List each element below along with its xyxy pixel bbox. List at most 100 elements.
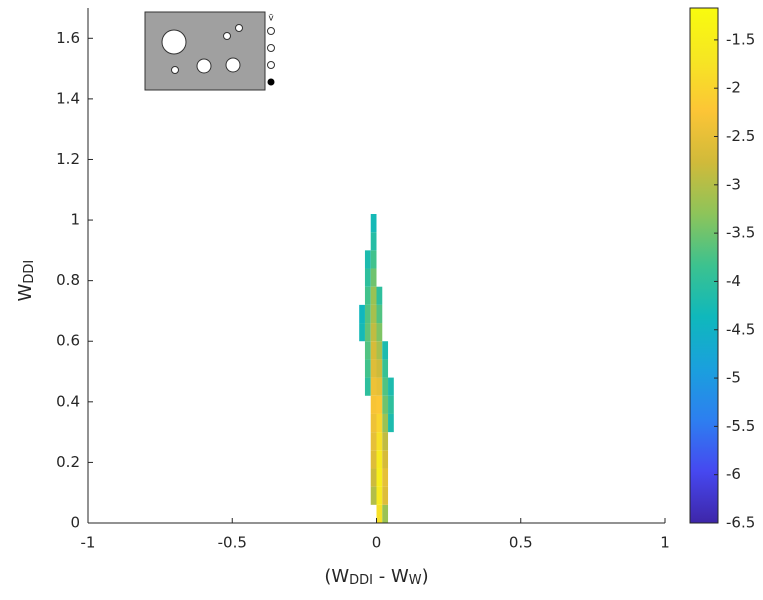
- heat-cell: [376, 413, 383, 433]
- heat-cell: [370, 395, 377, 414]
- heat-cell: [359, 323, 365, 342]
- heat-cell: [370, 250, 377, 269]
- inset-circle: [235, 24, 243, 32]
- heat-cell: [388, 395, 394, 414]
- heat-cell: [370, 413, 377, 433]
- heat-cell: [382, 450, 389, 469]
- heat-cell: [388, 413, 394, 433]
- heat-cell: [370, 232, 377, 251]
- colorbar-tick-label: -4.5: [726, 320, 755, 338]
- heat-cell: [370, 432, 377, 451]
- x-axis-label-part: ): [422, 566, 429, 587]
- x-tick-label: -0.5: [218, 534, 247, 552]
- legend-circle: [267, 78, 275, 86]
- inset-circle: [196, 58, 212, 74]
- colorbar-tick-label: -5.5: [726, 417, 755, 435]
- x-axis-label-part: (W: [324, 566, 349, 587]
- x-axis-label-sub: W: [409, 573, 422, 588]
- heat-cell: [364, 250, 371, 269]
- heat-cell: [370, 268, 377, 287]
- x-tick-label: 0: [372, 534, 382, 552]
- colorbar-tick-label: -2.5: [726, 127, 755, 145]
- heat-cell: [364, 341, 371, 360]
- y-tick-label: 0.4: [56, 392, 80, 410]
- y-tick-label: 1: [70, 211, 80, 229]
- heat-cell: [370, 323, 377, 342]
- heat-cell: [376, 359, 383, 378]
- heat-cell: [364, 377, 371, 396]
- heat-cell: [364, 323, 371, 342]
- y-axis-label-sub: DDI: [22, 260, 37, 284]
- heat-cell: [370, 486, 377, 505]
- colorbar-tick-label: -6.5: [726, 514, 755, 532]
- heat-cell: [370, 286, 377, 305]
- inset-circle: [161, 29, 187, 55]
- inset-panel: [144, 11, 266, 91]
- heat-cell: [382, 486, 389, 505]
- y-tick-label: 0.6: [56, 332, 80, 350]
- heat-cell: [364, 304, 371, 324]
- heat-cell: [370, 214, 377, 233]
- heat-cell: [376, 377, 383, 396]
- x-axis-label: (WDDI - WW): [324, 566, 428, 588]
- inset-label: v̄: [268, 14, 274, 24]
- y-tick-label: 0.8: [56, 271, 80, 289]
- colorbar-tick-label: -1.5: [726, 30, 755, 48]
- heat-cell: [382, 395, 389, 414]
- y-tick-label: 0: [70, 514, 80, 532]
- heat-cell: [376, 468, 383, 487]
- heat-cell: [376, 486, 383, 505]
- heat-cell: [376, 504, 383, 523]
- heat-cell: [382, 359, 389, 378]
- heat-cell: [382, 341, 389, 360]
- heat-cell: [370, 377, 377, 396]
- colorbar-tick-label: -5: [726, 369, 741, 387]
- inset: v̄: [144, 11, 275, 91]
- heat-cell: [364, 268, 371, 287]
- heat-cell: [370, 359, 377, 378]
- y-tick-label: 1.4: [56, 89, 80, 107]
- heat-cell: [388, 377, 394, 396]
- heat-cell: [364, 359, 371, 378]
- heat-cell: [370, 304, 377, 324]
- legend-circle: [267, 27, 275, 35]
- x-axis-label-sub: DDI: [349, 573, 373, 588]
- inset-circle: [225, 57, 241, 73]
- heat-cell: [382, 413, 389, 433]
- colorbar-tick-label: -4: [726, 272, 741, 290]
- heat-cell: [376, 286, 383, 305]
- colorbar-tick-label: -2: [726, 79, 741, 97]
- colorbar: [689, 7, 719, 524]
- y-axis-label-part: W: [15, 283, 36, 301]
- colorbar-tick-label: -6: [726, 465, 741, 483]
- inset-circle: [171, 66, 179, 74]
- heat-cell: [382, 468, 389, 487]
- heat-cell: [376, 450, 383, 469]
- y-tick-label: 1.2: [56, 150, 80, 168]
- heat-cell: [376, 432, 383, 451]
- inset-circle: [223, 32, 231, 40]
- colorbar-tick-label: -3: [726, 175, 741, 193]
- heat-cell: [370, 341, 377, 360]
- heat-cell: [376, 323, 383, 342]
- y-tick-label: 1.6: [56, 29, 80, 47]
- heat-cell: [370, 468, 377, 487]
- y-tick-label: 0.2: [56, 453, 80, 471]
- x-tick-label: 0.5: [509, 534, 533, 552]
- heat-cell: [364, 286, 371, 305]
- heat-cell: [376, 341, 383, 360]
- heat-cell: [359, 304, 365, 324]
- x-tick-label: -1: [81, 534, 96, 552]
- legend-circle: [267, 44, 275, 52]
- heat-cell: [376, 395, 383, 414]
- heat-cell: [382, 504, 389, 523]
- legend-circle: [267, 61, 275, 69]
- heat-cell: [382, 377, 389, 396]
- x-tick-label: 1: [660, 534, 670, 552]
- heat-cell: [376, 304, 383, 324]
- heat-cell: [382, 432, 389, 451]
- colorbar-tick-label: -3.5: [726, 224, 755, 242]
- y-axis-label: WDDI: [15, 260, 37, 302]
